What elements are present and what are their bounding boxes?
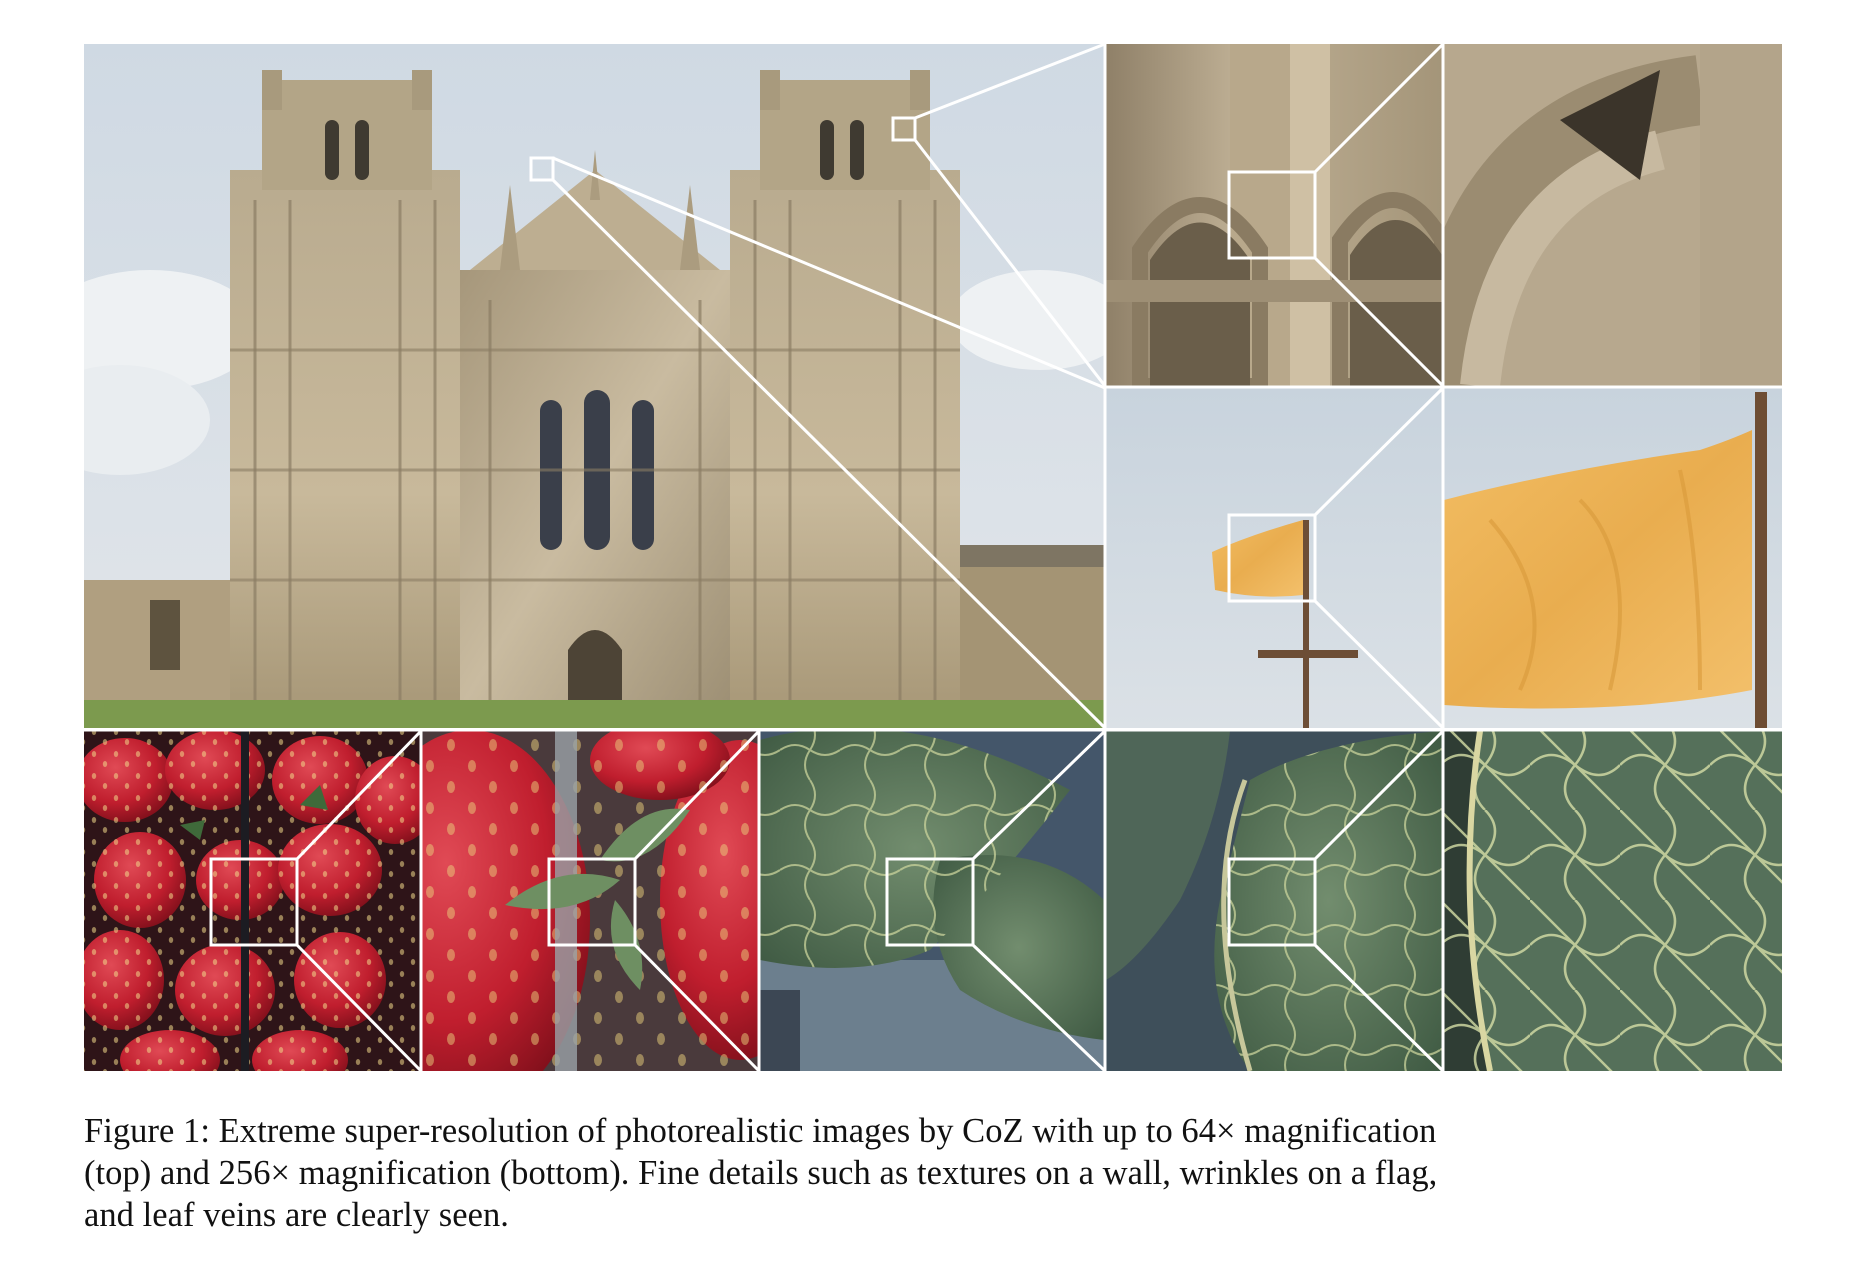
cathedral-panel	[84, 44, 1104, 728]
wall-zoom-2-panel	[1444, 44, 1782, 386]
caption-line-3: and leaf veins are clearly seen.	[84, 1196, 509, 1234]
zoom-annotations	[84, 42, 1782, 1073]
zoom-box-wall	[891, 116, 917, 142]
zoom-box-strawberry-2	[547, 857, 637, 947]
caption-line-1: Figure 1: Extreme super-resolution of ph…	[84, 1110, 1794, 1152]
strawberry-1-panel	[84, 731, 420, 1071]
zoom-box-strawberry-1	[209, 857, 299, 947]
figure-caption: Figure 1: Extreme super-resolution of ph…	[84, 1110, 1794, 1236]
caption-line-2: (top) and 256× magnification (bottom). F…	[84, 1154, 1438, 1192]
caption-text-1: Extreme super-resolution of photorealist…	[218, 1112, 1437, 1150]
zoom-box-wall-2	[1227, 170, 1317, 260]
zoom-box-leaf-1	[885, 857, 975, 947]
zoom-box-leaf-2	[1227, 857, 1317, 947]
caption-label: Figure 1:	[84, 1112, 210, 1150]
flag-zoom-2-panel	[1444, 388, 1782, 728]
zoom-box-flag-2	[1227, 513, 1317, 603]
zoom-box-flag	[529, 156, 555, 182]
leaf-3-panel	[1444, 731, 1782, 1071]
leaf-2-panel	[1106, 731, 1442, 1071]
